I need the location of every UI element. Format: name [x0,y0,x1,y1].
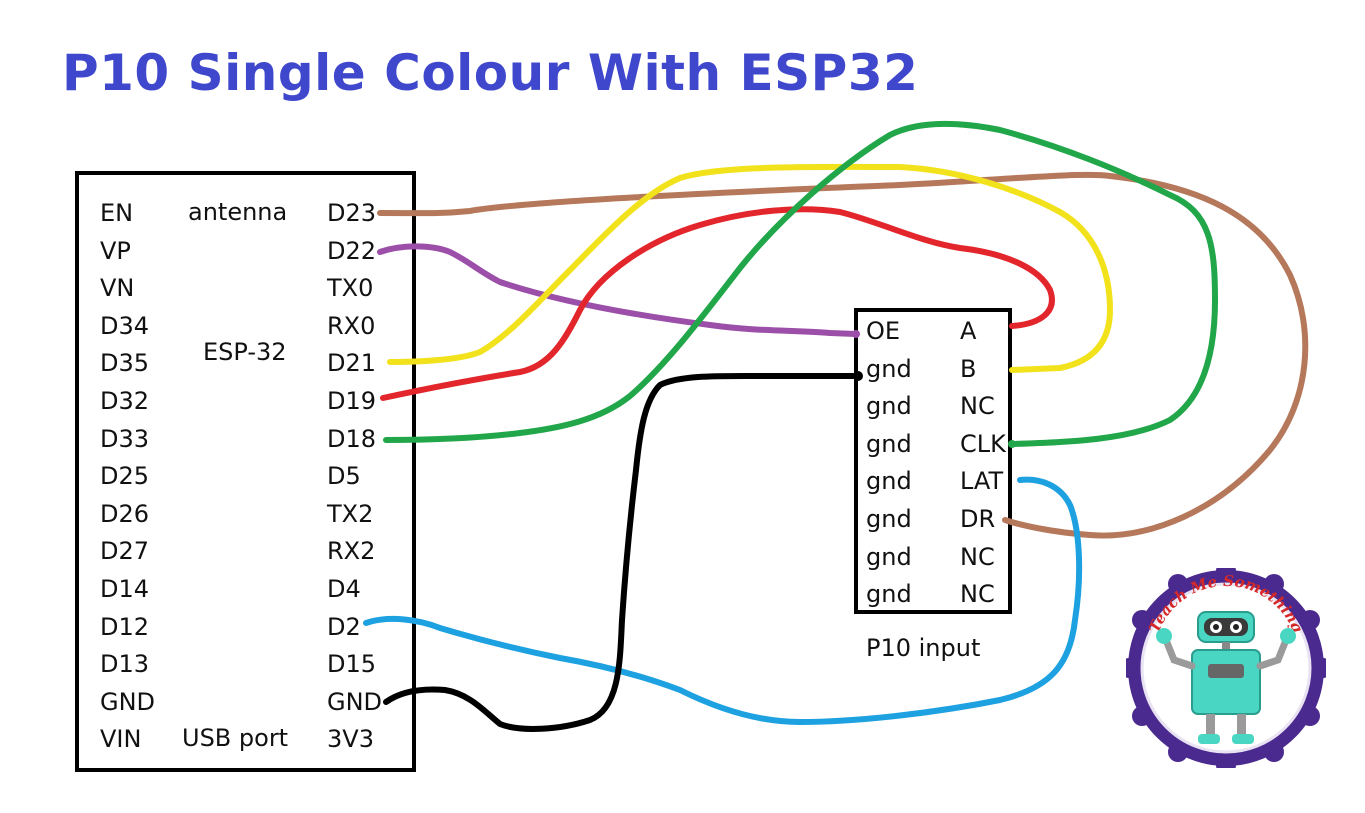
esp32-right-pin-label: D2 [327,612,361,641]
esp32-right-pin-label: D4 [327,575,361,603]
esp32-right-pin-label: D5 [327,462,361,491]
p10-right-pin-label: NC [960,580,995,609]
antenna-label: antenna [188,198,288,226]
esp32-right-pin-label: 3V3 [327,725,374,754]
p10-right-pin-label: LAT [960,467,1004,496]
chip-label: ESP-32 [203,338,287,366]
esp32-left-pin-label: D33 [100,424,150,453]
esp32-right-pin-label: D22 [327,236,377,265]
wire-d2-lat [363,476,1083,725]
esp32-right-pin-label: RX2 [327,537,376,566]
esp32-left-pin-label: D14 [100,575,150,603]
esp32-right-pin-label: GND [327,687,383,716]
p10-left-pin-label: gnd [866,467,912,496]
p10-left-pin-label: gnd [866,580,912,609]
esp32-left-pin-label: GND [100,687,156,716]
esp32-left-pin-label: D26 [100,499,150,528]
wire-d19-a [380,206,1055,401]
esp32-right-pin-label: D15 [327,650,377,679]
p10-left-pin-label: gnd [866,429,912,458]
p10-right-pin-label: NC [960,392,995,421]
esp32-right-pin-label: D23 [327,199,377,227]
p10-right-pin-label: CLK [960,429,1006,458]
esp32-left-pin-label: D32 [100,387,150,415]
esp32-board [75,171,416,772]
wire-d18-clk [383,120,1218,447]
wire-d21-b [387,163,1113,373]
p10-left-pin-label: gnd [866,542,912,571]
p10-left-pin-label: gnd [866,505,912,533]
esp32-right-pin-label: RX0 [327,311,376,340]
teach-me-something-logo: Teach Me Something [1126,568,1326,768]
wire-d22-oe [377,243,859,337]
esp32-left-pin-label: D35 [100,349,150,378]
wire-gnd-gnd [383,372,859,732]
esp32-right-pin-label: D19 [327,387,377,415]
robot-icon [1156,611,1296,744]
esp32-left-pin-label: VN [100,274,135,303]
p10-left-pin-label: OE [866,317,901,345]
usb-port-label: USB port [182,724,289,752]
p10-right-pin-label: A [960,317,977,345]
esp32-left-pin-label: D27 [100,537,150,566]
esp32-right-pin-label: D18 [327,424,377,453]
p10-right-pin-label: B [960,354,977,383]
esp32-left-pin-label: EN [100,199,134,227]
esp32-left-pin-label: D13 [100,650,150,679]
wire-d23-dr [377,171,1309,539]
p10-left-pin-label: gnd [866,354,912,383]
esp32-right-pin-label: TX0 [327,274,374,303]
esp32-left-pin-label: D12 [100,612,150,641]
esp32-left-pin-label: VP [100,236,131,265]
p10-connector [854,308,1012,614]
p10-left-pin-label: gnd [866,392,912,421]
p10-right-pin-label: DR [960,505,996,533]
page-title: P10 Single Colour With ESP32 [62,44,919,102]
esp32-right-pin-label: D21 [327,349,377,378]
esp32-right-pin-label: TX2 [327,499,374,528]
esp32-left-pin-label: VIN [100,725,142,754]
p10-right-pin-label: NC [960,542,995,571]
esp32-left-pin-label: D25 [100,462,150,491]
esp32-left-pin-label: D34 [100,311,150,340]
p10-caption: P10 input [866,634,981,662]
